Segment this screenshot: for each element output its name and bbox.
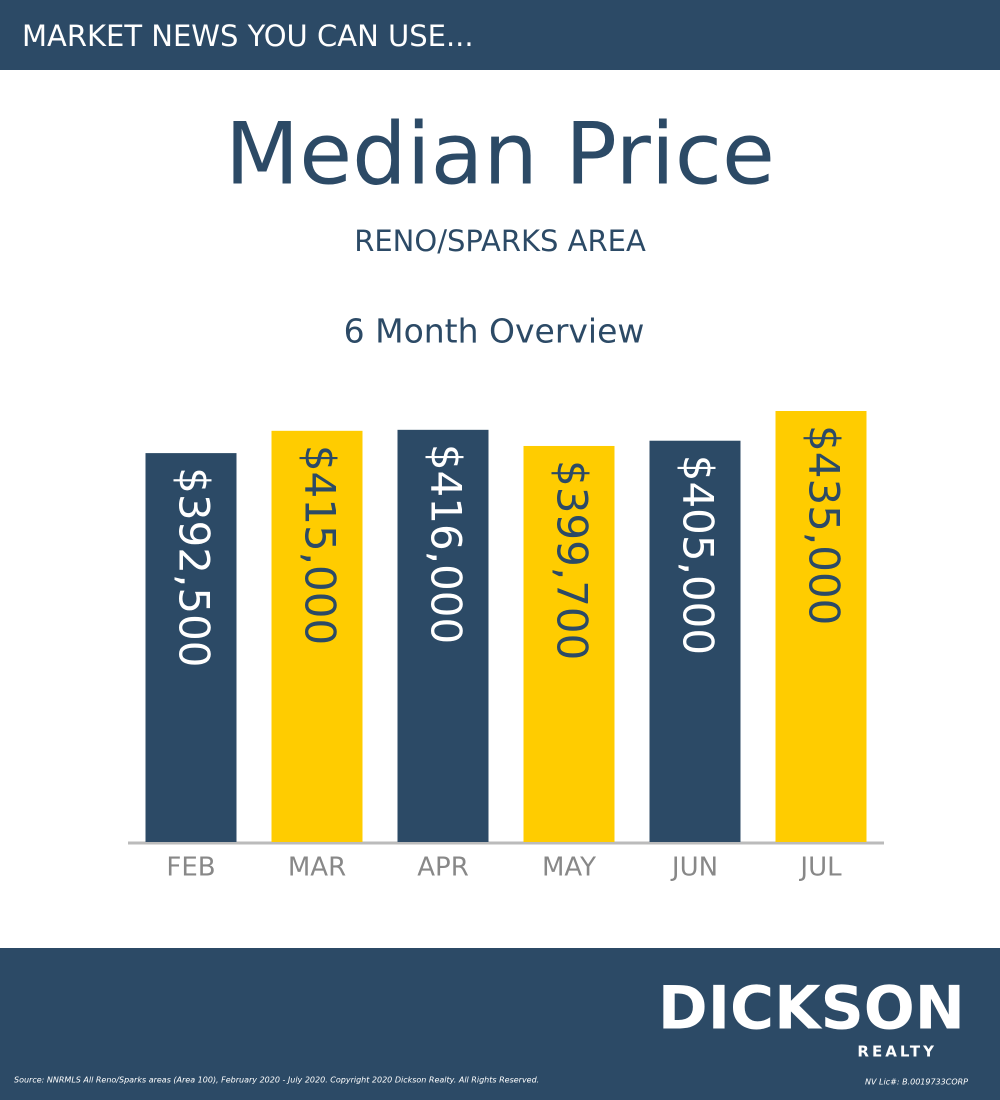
- bar: [271, 430, 363, 842]
- source-note: Source: NNRMLS All Reno/Sparks areas (Ar…: [14, 1076, 539, 1085]
- value-label: $399,700: [548, 460, 597, 660]
- header-band: [0, 0, 1000, 70]
- x-tick-label: MAY: [542, 853, 596, 883]
- footer-band: [0, 948, 1000, 1100]
- license-note: NV Lic#: B.0019733CORP: [865, 1078, 968, 1087]
- x-tick-label: MAR: [288, 853, 346, 883]
- bar: [649, 440, 741, 842]
- bar: [775, 411, 867, 842]
- logo-sub: REALTY: [857, 1043, 937, 1061]
- value-label: $415,000: [296, 445, 345, 645]
- chart-title: Median Price: [225, 104, 775, 204]
- x-tick-label: JUN: [670, 853, 718, 883]
- chart-subtitle: RENO/SPARKS AREA: [354, 224, 646, 258]
- x-tick-label: FEB: [166, 853, 215, 883]
- bar: [523, 445, 615, 842]
- bar: [397, 429, 489, 842]
- bar: [145, 453, 237, 842]
- value-label: $405,000: [674, 455, 723, 655]
- value-label: $435,000: [800, 425, 849, 625]
- period-label: 6 Month Overview: [344, 312, 645, 351]
- header-text: MARKET NEWS YOU CAN USE...: [22, 19, 474, 53]
- x-tick-label: JUL: [798, 853, 842, 883]
- logo: DICKSON: [658, 974, 965, 1044]
- value-label: $392,500: [170, 467, 219, 667]
- x-tick-label: APR: [417, 853, 469, 883]
- value-label: $416,000: [422, 444, 471, 644]
